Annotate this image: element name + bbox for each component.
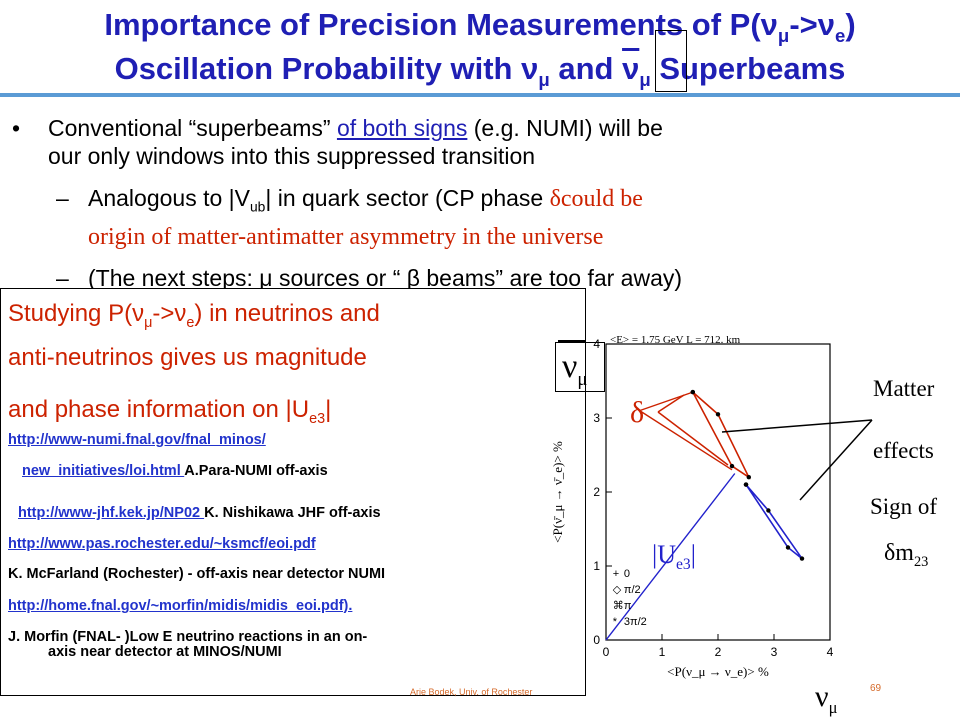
footer-author: Arie Bodek, Univ. of Rochester <box>410 687 533 697</box>
series-point <box>785 545 791 550</box>
mcfarland-text: K. McFarland (Rochester) - off-axis near… <box>8 566 386 582</box>
series-point <box>729 463 735 469</box>
loi-link[interactable]: new_initiatives/loi.html <box>22 463 185 479</box>
dash-1: – <box>56 185 69 211</box>
legend-label: 0 <box>624 568 630 580</box>
numi-link[interactable]: http://www-numi.fnal.gov/fnal_minos/ <box>8 432 266 448</box>
y-axis-label: <P(ν̄_μ → ν̄_e)> % <box>550 441 565 543</box>
jhf-link[interactable]: http://www-jhf.kek.jp/NP02 <box>18 505 205 521</box>
legend-marker: ⌘ <box>613 600 624 612</box>
morfin-text: J. Morfin (FNAL- )Low E neutrino reactio… <box>8 629 368 660</box>
x-tick-label: 3 <box>771 645 778 659</box>
series-point <box>766 508 771 513</box>
dm23-label: δm23 <box>884 540 929 570</box>
series-point <box>715 412 721 417</box>
y-tick-label: 1 <box>593 559 600 573</box>
y-tick-label: 0 <box>593 633 600 647</box>
morfin-link[interactable]: http://home.fnal.gov/~morfin/midis/midis… <box>8 598 353 614</box>
plot-line <box>605 473 736 641</box>
plot-header: <E> = 1.75 GeV L = 712. km <box>610 334 741 346</box>
matter-label: Matter <box>873 376 935 401</box>
title-divider <box>0 93 960 97</box>
series-point <box>743 482 749 487</box>
ue3-label: |Ue3| <box>652 540 696 574</box>
legend-label: π/2 <box>624 584 641 596</box>
box-line-3: and phase information on |Ue3| <box>8 396 332 427</box>
title-line-2: Oscillation Probability with νμ and νμ S… <box>114 51 846 91</box>
x-tick-label: 2 <box>715 645 722 659</box>
y-tick-label: 3 <box>593 411 600 425</box>
legend-label: 3π/2 <box>624 616 647 628</box>
signof-label: Sign of <box>870 494 938 519</box>
legend-marker: * <box>613 616 618 628</box>
rochester-link[interactable]: http://www.pas.rochester.edu/~ksmcf/eoi.… <box>8 536 316 552</box>
link2-row: new_initiatives/loi.html A.Para-NUMI off… <box>22 463 328 479</box>
x-tick-label: 1 <box>659 645 666 659</box>
series-path <box>692 391 751 480</box>
nubar-overbar <box>558 340 586 343</box>
bullet-dot: • <box>12 115 21 141</box>
box-line-2: anti-neutrinos gives us magnitude <box>8 344 367 371</box>
bullet-1: Conventional “superbeams” of both signs … <box>48 115 663 169</box>
x-tick-label: 4 <box>827 645 834 659</box>
series-point <box>799 556 805 561</box>
bullet-3: (The next steps: μ sources or “ β beams”… <box>88 265 683 291</box>
nubar-label: νμ <box>562 348 588 390</box>
series-point <box>690 389 695 395</box>
title-line-1: Importance of Precision Measurements of … <box>104 7 856 47</box>
x-tick-label: 0 <box>603 645 610 659</box>
legend-marker: + <box>613 568 619 580</box>
dash-2: – <box>56 265 69 291</box>
page-number: 69 <box>870 683 882 694</box>
both-signs-link[interactable]: of both signs <box>336 115 468 141</box>
link3-row: http://www-jhf.kek.jp/NP02 K. Nishikawa … <box>18 505 381 521</box>
x-axis-label: <P(ν_μ → ν_e)> % <box>667 664 769 679</box>
legend-marker: ◇ <box>613 584 622 596</box>
bullet-2: Analogous to |Vub| in quark sector (CP p… <box>88 185 643 250</box>
legend-label: π <box>624 600 632 612</box>
info-box <box>0 288 586 696</box>
plot-line <box>639 391 694 412</box>
title-bar-box <box>655 30 687 92</box>
series-point <box>746 475 751 480</box>
nu-bottom-label: νμ <box>815 680 838 717</box>
y-tick-label: 4 <box>593 337 600 351</box>
delta-label: δ <box>630 396 645 429</box>
y-tick-label: 2 <box>593 485 600 499</box>
box-line-1: Studying P(νμ->νe) in neutrinos and <box>8 300 380 331</box>
series-path <box>745 484 803 560</box>
effects-label: effects <box>873 438 934 463</box>
